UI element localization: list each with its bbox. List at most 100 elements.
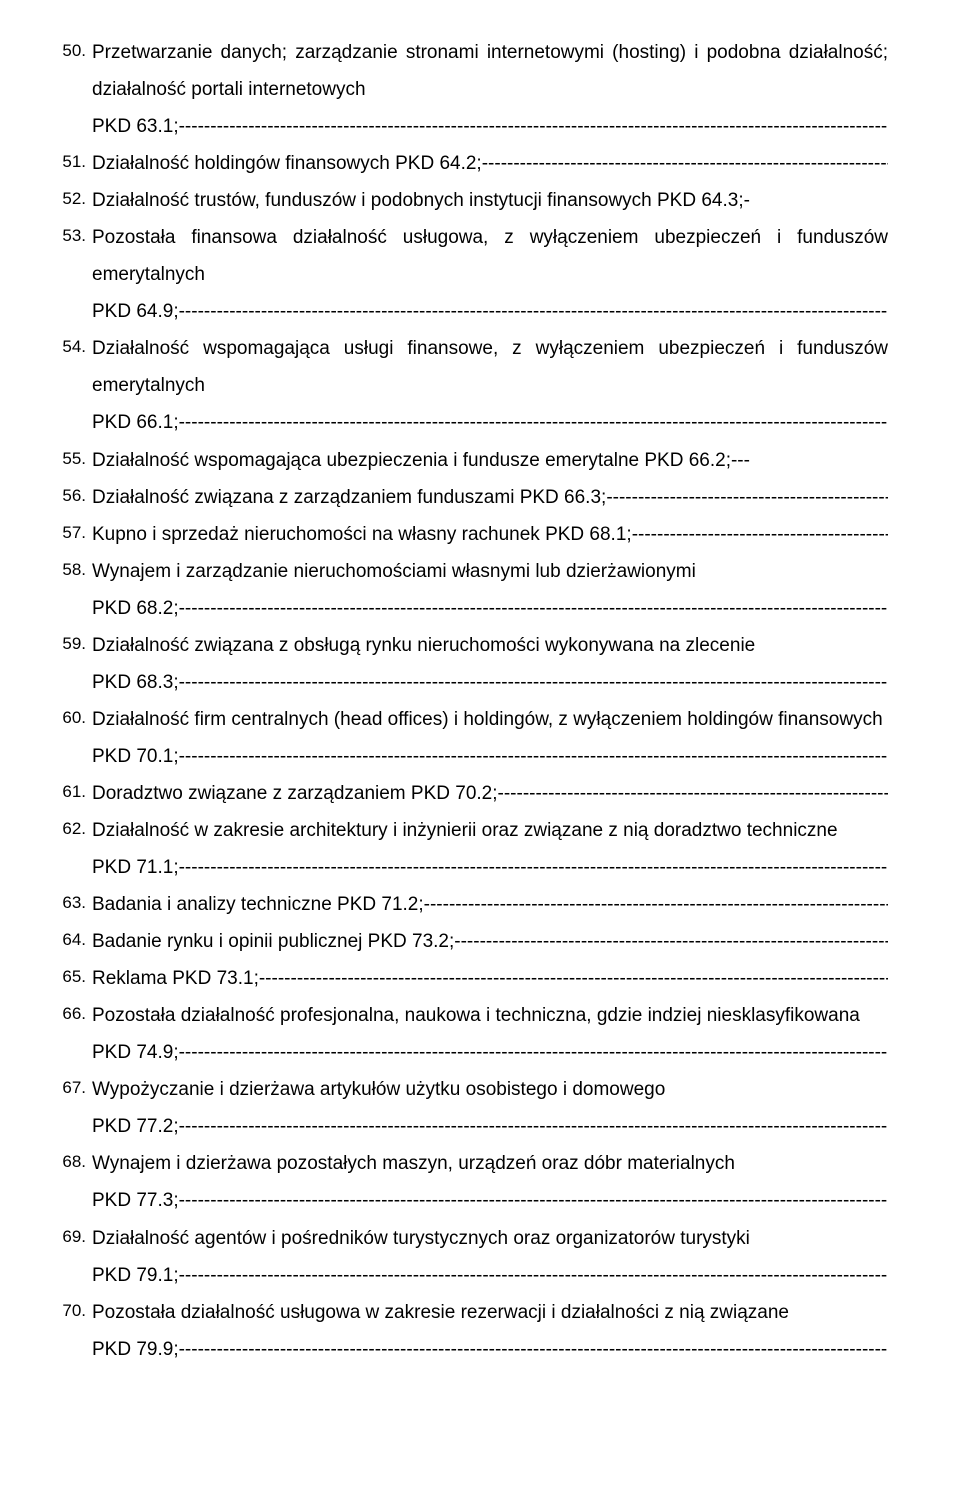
list-item: 58.Wynajem i zarządzanie nieruchomościam… <box>92 553 888 627</box>
item-head: Pozostała działalność profesjonalna, nau… <box>92 1005 860 1026</box>
item-number: 55. <box>52 442 86 475</box>
list-item: 68.Wynajem i dzierżawa pozostałych maszy… <box>92 1145 888 1219</box>
item-text: Działalność firm centralnych (head offic… <box>92 701 888 775</box>
item-code: PKD 74.9; <box>92 1042 179 1063</box>
item-content: Reklama PKD 73.1; <box>92 960 888 997</box>
list-item: 63.Badania i analizy techniczne PKD 71.2… <box>92 886 888 923</box>
list-item: 52.Działalność trustów, funduszów i podo… <box>92 182 888 219</box>
list-item: 50.Przetwarzanie danych; zarządzanie str… <box>92 34 888 145</box>
item-line: Działalność wspomagająca ubezpieczenia i… <box>92 442 888 479</box>
item-code: PKD 64.9; <box>92 301 179 322</box>
item-number: 57. <box>52 516 86 549</box>
list-item: 67.Wypożyczanie i dzierżawa artykułów uż… <box>92 1071 888 1145</box>
item-content: Działalność agentów i pośredników turyst… <box>92 1220 888 1294</box>
item-number: 68. <box>52 1145 86 1178</box>
item-content: Działalność związana z obsługą rynku nie… <box>92 627 888 701</box>
item-head: Wypożyczanie i dzierżawa artykułów użytk… <box>92 1079 665 1100</box>
item-tail-line: PKD 68.2; <box>92 590 888 627</box>
item-tail-line: PKD 74.9; <box>92 1034 888 1071</box>
item-tail-line: PKD 79.1; <box>92 1257 888 1294</box>
item-content: Wynajem i zarządzanie nieruchomościami w… <box>92 553 888 627</box>
item-text: Działalność agentów i pośredników turyst… <box>92 1220 888 1294</box>
item-content: Działalność trustów, funduszów i podobny… <box>92 182 888 219</box>
item-text: Reklama PKD 73.1; <box>92 968 259 989</box>
item-text: Przetwarzanie danych; zarządzanie strona… <box>92 34 888 145</box>
item-content: Pozostała działalność profesjonalna, nau… <box>92 997 888 1071</box>
item-line: Działalność związana z zarządzaniem fund… <box>92 479 888 516</box>
item-number: 59. <box>52 627 86 660</box>
item-code: PKD 79.1; <box>92 1265 179 1286</box>
item-text: Wynajem i dzierżawa pozostałych maszyn, … <box>92 1145 888 1219</box>
item-content: Działalność wspomagająca ubezpieczenia i… <box>92 442 888 479</box>
item-head: Działalność firm centralnych (head offic… <box>92 709 883 730</box>
item-content: Kupno i sprzedaż nieruchomości na własny… <box>92 516 888 553</box>
item-text: Badanie rynku i opinii publicznej PKD 73… <box>92 931 454 952</box>
item-number: 67. <box>52 1071 86 1104</box>
item-tail-line: PKD 77.2; <box>92 1108 888 1145</box>
item-head: Działalność wspomagająca usługi finansow… <box>92 338 888 396</box>
item-line: Badania i analizy techniczne PKD 71.2; <box>92 886 888 923</box>
item-number: 50. <box>52 34 86 67</box>
list-item: 69.Działalność agentów i pośredników tur… <box>92 1220 888 1294</box>
item-content: Działalność wspomagająca usługi finansow… <box>92 330 888 441</box>
item-head: Pozostała finansowa działalność usługowa… <box>92 227 888 285</box>
item-line: Doradztwo związane z zarządzaniem PKD 70… <box>92 775 888 812</box>
item-content: Działalność holdingów finansowych PKD 64… <box>92 145 888 182</box>
item-head: Działalność w zakresie architektury i in… <box>92 820 838 841</box>
item-line: Kupno i sprzedaż nieruchomości na własny… <box>92 516 888 553</box>
item-content: Badanie rynku i opinii publicznej PKD 73… <box>92 923 888 960</box>
item-tail-line: PKD 71.1; <box>92 849 888 886</box>
item-number: 61. <box>52 775 86 808</box>
list-item: 59.Działalność związana z obsługą rynku … <box>92 627 888 701</box>
list-item: 53.Pozostała finansowa działalność usług… <box>92 219 888 330</box>
item-text: Wypożyczanie i dzierżawa artykułów użytk… <box>92 1071 888 1145</box>
item-code: PKD 71.1; <box>92 857 179 878</box>
list-item: 51.Działalność holdingów finansowych PKD… <box>92 145 888 182</box>
list-item: 70.Pozostała działalność usługowa w zakr… <box>92 1294 888 1368</box>
item-content: Wypożyczanie i dzierżawa artykułów użytk… <box>92 1071 888 1145</box>
list-item: 62.Działalność w zakresie architektury i… <box>92 812 888 886</box>
item-head: Przetwarzanie danych; zarządzanie strona… <box>92 42 888 100</box>
item-number: 53. <box>52 219 86 252</box>
list-item: 64.Badanie rynku i opinii publicznej PKD… <box>92 923 888 960</box>
item-text: Wynajem i zarządzanie nieruchomościami w… <box>92 553 888 627</box>
item-content: Doradztwo związane z zarządzaniem PKD 70… <box>92 775 888 812</box>
item-number: 54. <box>52 330 86 363</box>
list-item: 54.Działalność wspomagająca usługi finan… <box>92 330 888 441</box>
list-item: 57.Kupno i sprzedaż nieruchomości na wła… <box>92 516 888 553</box>
item-number: 58. <box>52 553 86 586</box>
item-number: 62. <box>52 812 86 845</box>
item-number: 63. <box>52 886 86 919</box>
list-item: 60.Działalność firm centralnych (head of… <box>92 701 888 775</box>
item-tail-line: PKD 68.3; <box>92 664 888 701</box>
item-content: Wynajem i dzierżawa pozostałych maszyn, … <box>92 1145 888 1219</box>
list-item: 55.Działalność wspomagająca ubezpieczeni… <box>92 442 888 479</box>
item-head: Działalność związana z obsługą rynku nie… <box>92 635 755 656</box>
pkd-list: 50.Przetwarzanie danych; zarządzanie str… <box>92 34 888 1368</box>
item-line: Działalność holdingów finansowych PKD 64… <box>92 145 888 182</box>
item-code: PKD 68.2; <box>92 598 179 619</box>
list-item: 66.Pozostała działalność profesjonalna, … <box>92 997 888 1071</box>
item-tail-line: PKD 70.1; <box>92 738 888 775</box>
item-code: PKD 77.2; <box>92 1116 179 1137</box>
item-content: Badania i analizy techniczne PKD 71.2; <box>92 886 888 923</box>
item-tail-line: PKD 77.3; <box>92 1182 888 1219</box>
item-number: 69. <box>52 1220 86 1253</box>
list-item: 65.Reklama PKD 73.1; <box>92 960 888 997</box>
list-item: 61.Doradztwo związane z zarządzaniem PKD… <box>92 775 888 812</box>
item-text: Działalność związana z zarządzaniem fund… <box>92 487 606 508</box>
item-text: Badania i analizy techniczne PKD 71.2; <box>92 894 424 915</box>
item-tail-line: PKD 66.1; <box>92 404 888 441</box>
item-content: Pozostała działalność usługowa w zakresi… <box>92 1294 888 1368</box>
item-head: Wynajem i zarządzanie nieruchomościami w… <box>92 561 696 582</box>
item-text: Działalność wspomagająca ubezpieczenia i… <box>92 450 750 471</box>
item-line: Działalność trustów, funduszów i podobny… <box>92 182 888 219</box>
list-item: 56.Działalność związana z zarządzaniem f… <box>92 479 888 516</box>
item-text: Działalność związana z obsługą rynku nie… <box>92 627 888 701</box>
item-content: Przetwarzanie danych; zarządzanie strona… <box>92 34 888 145</box>
item-code: PKD 77.3; <box>92 1190 179 1211</box>
item-number: 52. <box>52 182 86 215</box>
item-content: Działalność firm centralnych (head offic… <box>92 701 888 775</box>
item-content: Działalność w zakresie architektury i in… <box>92 812 888 886</box>
item-code: PKD 66.1; <box>92 412 179 433</box>
